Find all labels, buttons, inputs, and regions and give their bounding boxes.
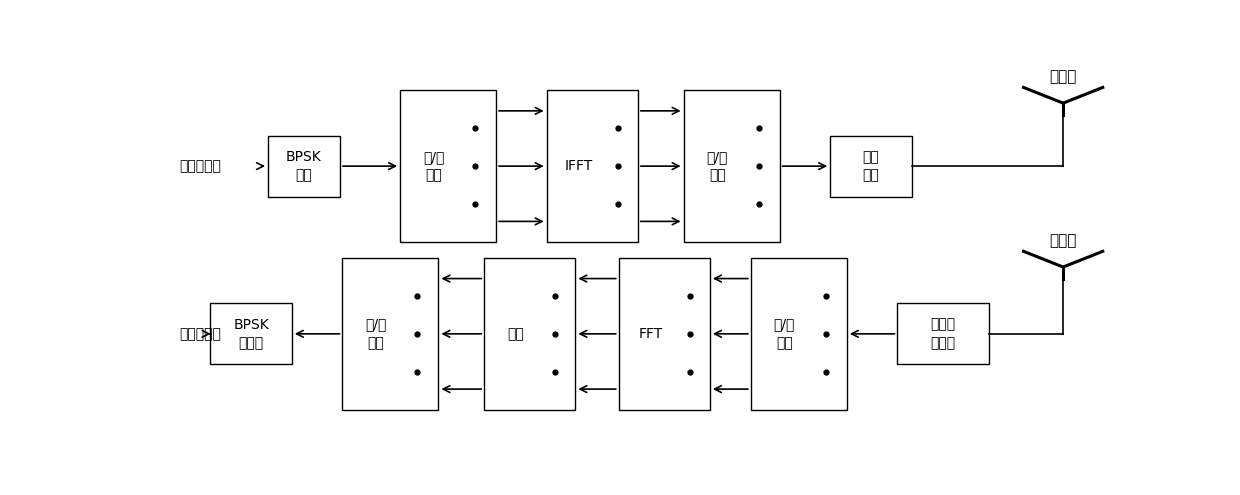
Text: 输入数据流: 输入数据流: [179, 159, 221, 173]
Text: BPSK
映射: BPSK 映射: [286, 150, 322, 182]
Text: 循环
前缀: 循环 前缀: [863, 150, 879, 182]
Bar: [898, 303, 988, 364]
Text: 移除循
环前缀: 移除循 环前缀: [930, 318, 956, 350]
Text: BPSK
解映射: BPSK 解映射: [233, 318, 269, 350]
Text: 接收机: 接收机: [1049, 233, 1076, 248]
Text: 输出数据流: 输出数据流: [179, 327, 221, 341]
Bar: [830, 136, 911, 197]
Text: 并/串
转换: 并/串 转换: [707, 150, 728, 182]
Text: 发射机: 发射机: [1049, 69, 1076, 84]
Bar: [268, 136, 340, 197]
Bar: [619, 257, 711, 410]
Text: FFT: FFT: [639, 327, 662, 341]
Bar: [683, 90, 780, 243]
Text: 串/并
转换: 串/并 转换: [423, 150, 444, 182]
Bar: [751, 257, 847, 410]
Bar: [401, 90, 496, 243]
Bar: [484, 257, 575, 410]
Text: 串/并
转换: 串/并 转换: [774, 318, 795, 350]
Bar: [547, 90, 637, 243]
Text: 均衡: 均衡: [507, 327, 525, 341]
Text: IFFT: IFFT: [564, 159, 593, 173]
Text: 并/串
转换: 并/串 转换: [366, 318, 387, 350]
Bar: [342, 257, 439, 410]
Bar: [211, 303, 291, 364]
